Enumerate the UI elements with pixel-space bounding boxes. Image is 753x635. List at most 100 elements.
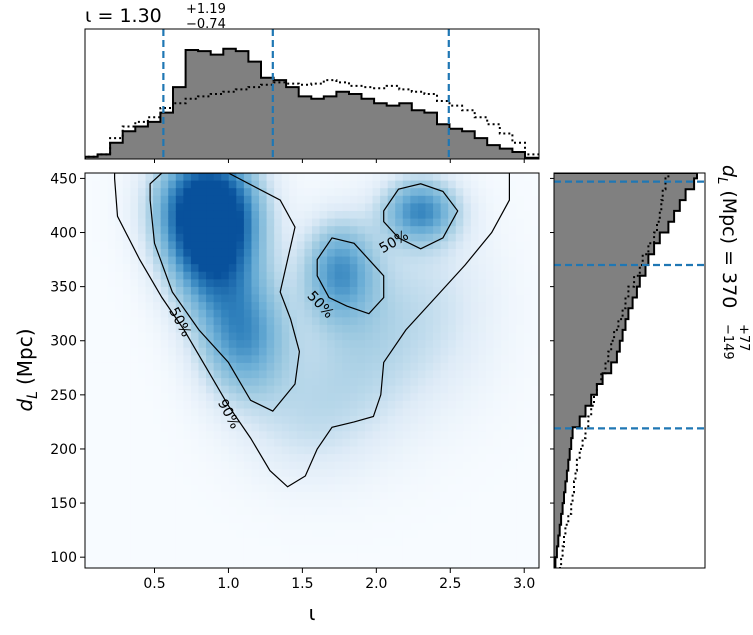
heat-cell	[327, 302, 336, 311]
main-axes-frame	[84, 172, 540, 569]
heat-cell	[455, 408, 464, 417]
heat-cell	[448, 340, 457, 349]
heat-cell	[221, 416, 230, 425]
heat-cell	[463, 507, 472, 516]
heat-cell	[470, 286, 480, 296]
heat-cell	[501, 408, 510, 417]
heat-cell	[304, 173, 313, 182]
heat-cell	[296, 188, 306, 197]
heat-cell	[417, 507, 427, 516]
heat-cell	[251, 203, 260, 212]
heat-cell	[516, 362, 525, 372]
heat-cell	[327, 180, 336, 189]
heat-cell	[531, 492, 539, 501]
heat-cell	[349, 279, 358, 288]
heat-cell	[221, 233, 230, 242]
heat-cell	[175, 362, 184, 372]
heat-cell	[319, 438, 328, 448]
heat-cell	[425, 226, 434, 235]
heat-cell	[372, 302, 381, 311]
heat-cell	[531, 188, 539, 197]
heat-cell	[372, 248, 381, 258]
heat-cell	[312, 279, 321, 288]
heat-cell	[160, 461, 169, 470]
right-marginal-panel: dL(Mpc) = 370 +77 −149	[550, 165, 751, 569]
heat-cell	[85, 545, 94, 554]
heat-cell	[516, 438, 525, 448]
heat-cell	[266, 241, 275, 250]
heat-cell	[85, 469, 94, 478]
heat-cell	[402, 537, 411, 546]
heat-cell	[493, 355, 502, 364]
heat-cell	[221, 469, 230, 478]
heat-cell	[289, 378, 298, 387]
heat-cell	[137, 302, 147, 311]
heat-cell	[478, 499, 487, 508]
heat-cell	[274, 264, 283, 273]
heat-cell	[433, 393, 442, 402]
heat-cell	[395, 408, 404, 417]
heat-cell	[349, 347, 358, 356]
heat-cell	[100, 271, 109, 280]
heat-cell	[334, 324, 343, 334]
heat-cell	[92, 218, 101, 227]
heat-cell	[357, 203, 366, 212]
heat-cell	[92, 400, 101, 410]
heat-cell	[304, 218, 313, 227]
heat-cell	[85, 530, 94, 539]
heat-cell	[92, 454, 101, 463]
heat-cell	[198, 370, 207, 379]
heat-cell	[425, 203, 434, 212]
heat-cell	[266, 264, 275, 273]
heat-cell	[228, 279, 237, 288]
heat-cell	[372, 195, 381, 204]
heat-cell	[327, 355, 336, 364]
top-title-value: 1.30	[119, 5, 161, 27]
heat-cell	[296, 378, 306, 387]
heat-cell	[327, 362, 336, 372]
heat-cell	[493, 507, 502, 516]
heat-cell	[281, 507, 290, 516]
heat-cell	[380, 454, 389, 463]
heat-cell	[357, 370, 366, 379]
heat-cell	[334, 499, 343, 508]
heat-cell	[107, 385, 116, 394]
heat-cell	[304, 264, 313, 273]
heat-cell	[312, 294, 321, 303]
heat-cell	[266, 522, 275, 531]
heat-cell	[417, 317, 427, 326]
heat-cell	[342, 248, 351, 258]
heat-cell	[213, 188, 222, 197]
heat-cell	[236, 537, 245, 546]
heat-cell	[236, 454, 245, 463]
heat-cell	[486, 271, 495, 280]
heat-cell	[137, 408, 147, 417]
heat-cell	[349, 218, 358, 227]
heat-cell	[501, 537, 510, 546]
heat-cell	[455, 233, 464, 242]
heat-cell	[531, 446, 539, 455]
heat-cell	[266, 256, 275, 265]
heat-cell	[523, 332, 533, 341]
heat-cell	[122, 400, 131, 410]
heat-cell	[145, 378, 154, 387]
heat-cell	[296, 408, 306, 417]
heat-cell	[364, 203, 374, 212]
heat-cell	[486, 469, 495, 478]
heat-cell	[501, 340, 510, 349]
heat-cell	[334, 317, 343, 326]
heat-cell	[486, 332, 495, 341]
heat-cell	[319, 195, 328, 204]
heat-cell	[259, 279, 268, 288]
heat-cell	[312, 188, 321, 197]
heat-cell	[100, 378, 109, 387]
heat-cell	[478, 393, 487, 402]
right-histograms	[554, 173, 698, 568]
heat-cell	[448, 173, 457, 182]
heat-cell	[508, 393, 517, 402]
heat-cell	[251, 476, 260, 486]
heat-cell	[364, 530, 374, 539]
heat-cell	[448, 484, 457, 493]
heat-cell	[516, 180, 525, 189]
heat-cell	[115, 226, 124, 235]
